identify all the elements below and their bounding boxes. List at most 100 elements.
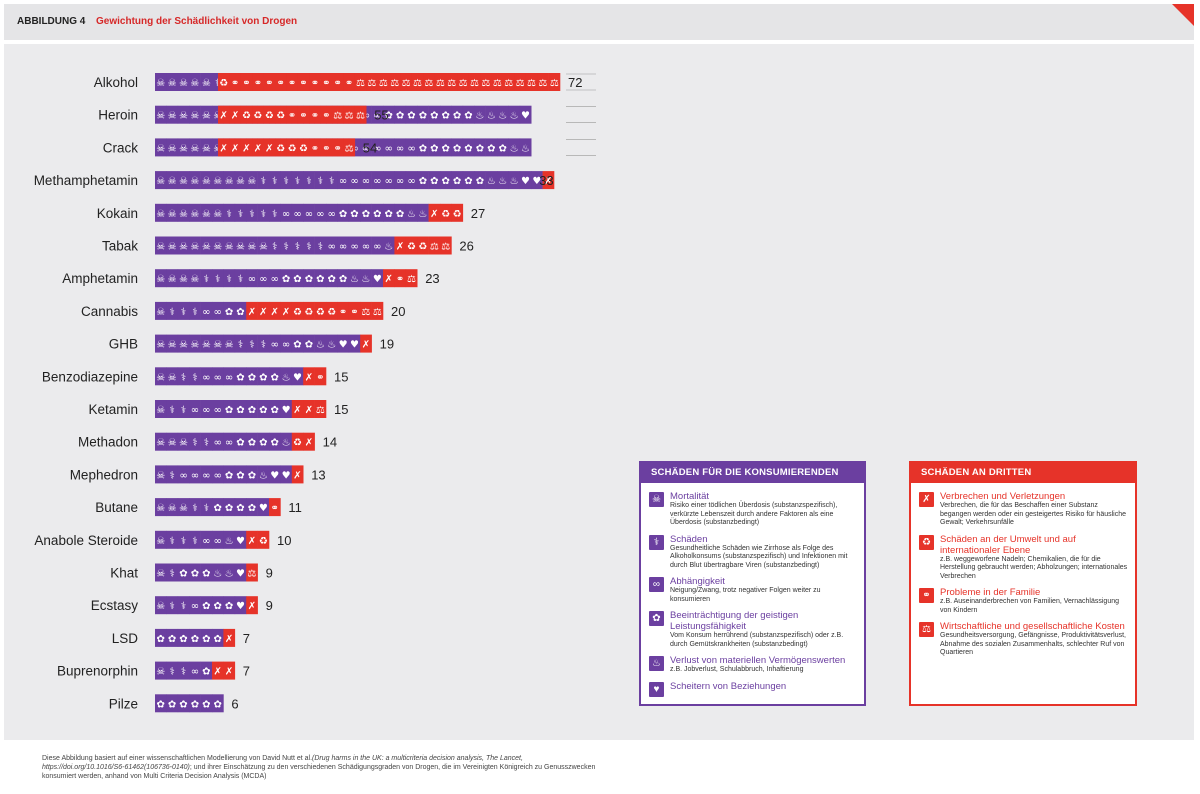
bar-segment-user (155, 694, 167, 713)
bar-segment-user (291, 171, 304, 190)
bar-segment-user (223, 498, 236, 517)
bar-segment-user (223, 596, 236, 615)
bar-segment-user (166, 400, 179, 418)
figure-label: ABBILDUNG 4 (17, 16, 86, 27)
mental-icon: ✿ (419, 111, 427, 122)
bar-segment-user (417, 203, 429, 222)
loss-icon: ♨ (384, 242, 393, 253)
bar-segment-user (212, 465, 224, 484)
bar-segment-other (303, 432, 315, 451)
category-label: Ketamin (88, 402, 138, 417)
economic-icon: ⚖ (527, 78, 536, 89)
bar-segment-user (155, 465, 167, 484)
harm-icon: ⚕ (169, 667, 174, 678)
bar-segment-user (177, 694, 190, 713)
economic-icon: ⚖ (447, 78, 456, 89)
dependence-icon: ∞ (407, 176, 415, 187)
bar-segment-other (548, 73, 561, 91)
bar-segment-user (155, 171, 167, 190)
bar-segment-user (257, 236, 270, 255)
bar-segment-other (252, 73, 264, 91)
bar-segment-user (200, 661, 213, 680)
family-icon: ⚭ (334, 78, 342, 89)
dependence-icon: ∞ (385, 143, 393, 154)
category-label: Anabole Steroide (34, 533, 138, 548)
harm-icon: ⚕ (169, 470, 174, 481)
axis-break-gap (566, 104, 629, 125)
bar-segment-user (257, 203, 270, 222)
loss-icon: ♨ (649, 656, 664, 671)
bar-segment-user (269, 236, 281, 255)
mental-icon: ✿ (179, 634, 187, 645)
legend-user-items: ☠ Mortalität Risiko einer tödlichen Überdo… (641, 483, 864, 697)
bar-segment-user (360, 269, 372, 288)
dependence-icon: ∞ (191, 405, 199, 416)
crime-icon: ✗ (259, 307, 267, 318)
mental-icon: ✿ (385, 111, 393, 122)
bar-segment-user (177, 530, 190, 549)
bar-segment-other (286, 73, 299, 91)
economic-icon: ⚖ (333, 111, 342, 122)
mental-icon: ✿ (442, 176, 450, 187)
bar-segment-user (234, 367, 247, 386)
mental-icon: ✿ (236, 438, 244, 449)
bar-segment-user (200, 138, 213, 157)
bar-segment-user (485, 105, 498, 124)
bar-segment-user (177, 171, 190, 190)
dependence-icon: ∞ (202, 372, 210, 383)
dependence-icon: ∞ (202, 405, 210, 416)
footnote-part2: ; und ihrer Einschätzung zu den verschie… (42, 764, 596, 780)
family-icon: ⚭ (231, 78, 239, 89)
bar-segment-other (446, 73, 458, 91)
family-icon: ⚭ (350, 307, 358, 318)
mortality-icon: ☠ (225, 176, 234, 187)
total-value-label: 15 (334, 369, 348, 384)
loss-icon: ♨ (510, 176, 519, 187)
bar-segment-user (155, 73, 167, 91)
dependence-icon: ∞ (282, 209, 290, 220)
mental-icon: ✿ (225, 405, 233, 416)
bar-segment-other (320, 73, 333, 91)
bar-segment-other (246, 301, 258, 320)
crime-icon: ✗ (220, 143, 228, 154)
mental-icon: ✿ (271, 372, 279, 383)
bar-segment-user (474, 171, 486, 190)
economic-icon: ⚖ (538, 78, 547, 89)
mortality-icon: ☠ (156, 470, 165, 481)
bar-segment-user (348, 334, 361, 353)
bar-segment-other (309, 105, 321, 124)
bar-segment-other (252, 138, 264, 157)
bar-segment-user (166, 694, 179, 713)
total-value-label: 9 (266, 566, 273, 581)
bar-segment-user (519, 138, 532, 157)
environment-icon: ♻ (276, 143, 285, 154)
legend-item-title: Verlust von materiellen Vermögenswerten (670, 655, 846, 666)
mental-icon: ✿ (168, 634, 176, 645)
bar-segment-user (189, 563, 201, 582)
bar-segment-other (291, 465, 304, 484)
legend-item-description: Verbrechen, die für das Beschaffen einer… (940, 502, 1127, 526)
harm-icon: ⚕ (169, 307, 174, 318)
family-icon: ⚭ (919, 588, 934, 603)
bar-segment-user (155, 269, 167, 288)
bar-segment-user (166, 301, 179, 320)
economic-icon: ⚖ (379, 78, 388, 89)
mortality-icon: ☠ (156, 111, 165, 122)
dependence-icon: ∞ (259, 274, 267, 285)
bar-segment-user (326, 334, 338, 353)
bar-segment-user (269, 367, 281, 386)
bar-segment-other (314, 301, 327, 320)
category-label: Crack (103, 140, 139, 155)
bar-segment-user (177, 334, 190, 353)
family-icon: ⚭ (334, 143, 342, 154)
bar-segment-user (280, 171, 293, 190)
total-value-label: 23 (425, 271, 439, 286)
bar-segment-other (468, 73, 481, 91)
dependence-icon: ∞ (248, 274, 256, 285)
bar-segment-user (234, 203, 247, 222)
bar-segment-user (234, 301, 247, 320)
legend-item-title: Probleme in der Familie (940, 587, 1041, 598)
bar-segment-user (200, 400, 213, 418)
bar-segment-user (291, 334, 304, 353)
mental-icon: ✿ (202, 699, 210, 710)
